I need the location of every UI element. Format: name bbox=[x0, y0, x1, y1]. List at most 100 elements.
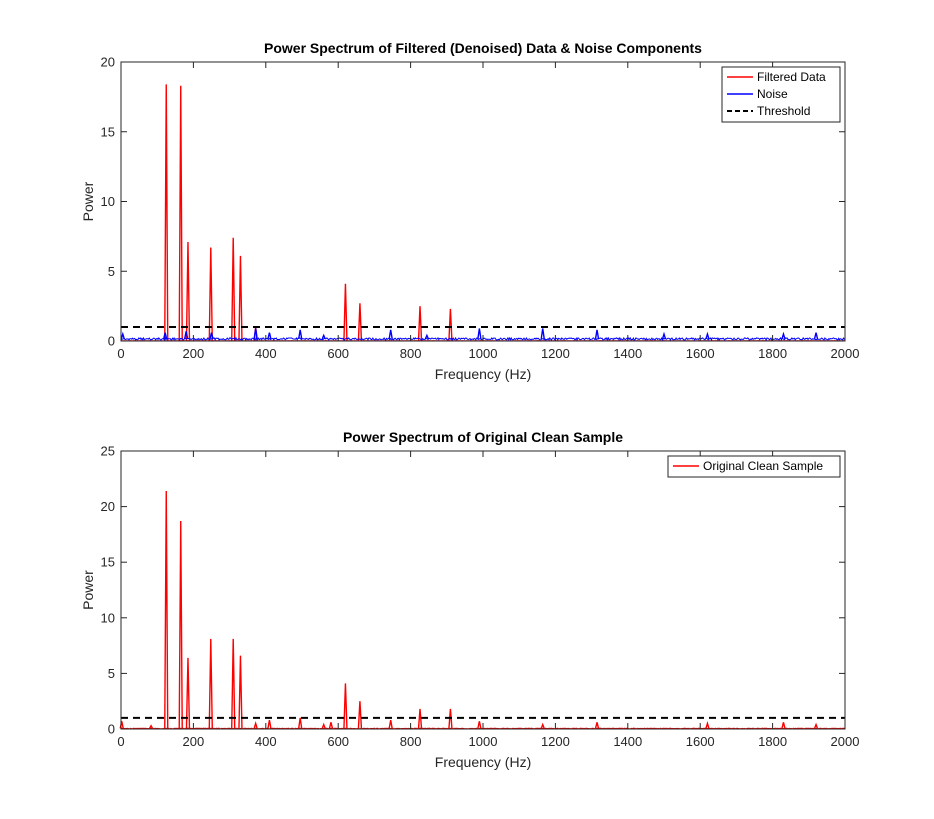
y-tick-label: 15 bbox=[101, 124, 115, 139]
x-tick-label: 600 bbox=[327, 734, 349, 749]
x-tick-label: 800 bbox=[400, 734, 422, 749]
x-tick-label: 200 bbox=[183, 346, 205, 361]
x-tick-label: 1200 bbox=[541, 346, 570, 361]
chart-panel-1: 0 200 400 600 800 1000 1200 1400 1600 1800 2000 0 5 1… bbox=[80, 40, 859, 382]
y-tick-label: 10 bbox=[101, 194, 115, 209]
x-tick-label: 200 bbox=[183, 734, 205, 749]
y-axis-label: Power bbox=[80, 570, 96, 610]
series-peak bbox=[328, 722, 334, 729]
series-peak bbox=[540, 328, 545, 340]
series-peak bbox=[321, 333, 326, 340]
x-tick-label: 1200 bbox=[541, 734, 570, 749]
series-peak bbox=[253, 328, 258, 340]
series-peak bbox=[705, 721, 710, 729]
series-peak bbox=[813, 332, 819, 340]
series-peak bbox=[594, 329, 600, 340]
x-tick-label: 1400 bbox=[613, 734, 642, 749]
series-peak bbox=[343, 283, 348, 341]
series-peak bbox=[448, 308, 453, 341]
y-tick-label: 5 bbox=[108, 264, 115, 279]
series-peak bbox=[148, 724, 154, 729]
series-peak bbox=[781, 722, 786, 729]
series-peak bbox=[162, 332, 168, 340]
series-peak bbox=[448, 708, 453, 729]
series-peak bbox=[253, 721, 258, 729]
series-peak bbox=[185, 657, 191, 729]
legend-label: Noise bbox=[757, 87, 788, 101]
series-peak bbox=[705, 331, 710, 340]
series-peak bbox=[343, 683, 348, 729]
y-tick-label: 5 bbox=[108, 666, 115, 681]
series-peak bbox=[424, 333, 430, 340]
x-tick-label: 0 bbox=[117, 734, 124, 749]
series-peak bbox=[164, 491, 169, 729]
y-tick-label: 20 bbox=[101, 55, 115, 70]
legend-label: Original Clean Sample bbox=[703, 459, 823, 473]
x-tick-label: 2000 bbox=[831, 734, 860, 749]
series-filtered-data bbox=[120, 84, 846, 342]
y-tick-label: 0 bbox=[108, 722, 115, 737]
series-peak bbox=[231, 237, 236, 341]
x-tick-label: 1600 bbox=[686, 734, 715, 749]
series-peak bbox=[417, 306, 423, 341]
legend-label: Threshold bbox=[757, 104, 810, 118]
chart-title: Power Spectrum of Original Clean Sample bbox=[343, 429, 623, 445]
series-original-clean-sample bbox=[119, 491, 846, 730]
y-tick-label: 10 bbox=[101, 610, 115, 625]
series-peak bbox=[781, 331, 786, 340]
y-tick-label: 20 bbox=[101, 499, 115, 514]
x-axis-label: Frequency (Hz) bbox=[435, 366, 531, 382]
series-peak bbox=[185, 241, 191, 341]
series-peak bbox=[661, 331, 667, 340]
x-tick-label: 1800 bbox=[758, 346, 787, 361]
series-peak bbox=[183, 331, 189, 340]
chart-panel-2: 0 200 400 600 800 1000 1200 1400 1600 1800 2000 0 5 1… bbox=[80, 429, 859, 770]
x-tick-label: 600 bbox=[327, 346, 349, 361]
legend-box bbox=[667, 455, 841, 478]
x-tick-label: 1000 bbox=[469, 346, 498, 361]
x-tick-label: 2000 bbox=[831, 346, 860, 361]
x-tick-label: 1600 bbox=[686, 346, 715, 361]
series-peak bbox=[388, 719, 393, 729]
y-tick-label: 25 bbox=[101, 444, 115, 459]
series-peak bbox=[178, 85, 183, 341]
series-peak bbox=[477, 328, 482, 340]
x-tick-label: 800 bbox=[400, 346, 422, 361]
y-tick-label: 0 bbox=[108, 334, 115, 349]
x-axis-label: Frequency (Hz) bbox=[435, 754, 531, 770]
y-axis-label: Power bbox=[80, 181, 96, 221]
legend-label: Filtered Data bbox=[757, 70, 826, 84]
series-peak bbox=[238, 655, 243, 729]
series-peak bbox=[208, 638, 213, 729]
x-tick-label: 1800 bbox=[758, 734, 787, 749]
series-peak bbox=[540, 722, 545, 729]
series-peak bbox=[164, 84, 169, 341]
plot-area bbox=[120, 450, 846, 730]
x-tick-label: 1400 bbox=[613, 346, 642, 361]
series-peak bbox=[357, 701, 363, 729]
series-peak bbox=[297, 329, 303, 340]
x-tick-label: 400 bbox=[255, 346, 277, 361]
series-peak bbox=[357, 303, 363, 341]
series-peak bbox=[297, 717, 303, 729]
y-tick-label: 15 bbox=[101, 555, 115, 570]
series-peak bbox=[813, 722, 819, 729]
x-tick-label: 0 bbox=[117, 346, 124, 361]
series-peak bbox=[388, 329, 393, 340]
legend: Original Clean Sample bbox=[667, 455, 841, 478]
legend: Filtered Data Noise Threshold bbox=[721, 66, 841, 123]
x-tick-label: 1000 bbox=[469, 734, 498, 749]
series-peak bbox=[267, 719, 272, 729]
series-peak bbox=[417, 708, 423, 729]
series-peak bbox=[238, 255, 243, 341]
series-peak bbox=[209, 332, 214, 340]
series-peak bbox=[477, 721, 482, 729]
series-peak bbox=[321, 722, 326, 729]
series-peak bbox=[594, 722, 600, 729]
series-peak bbox=[178, 521, 183, 729]
series-peak bbox=[120, 331, 125, 340]
chart-title: Power Spectrum of Filtered (Denoised) Da… bbox=[264, 40, 702, 56]
series-peak bbox=[208, 247, 213, 341]
series-peak bbox=[267, 332, 272, 340]
